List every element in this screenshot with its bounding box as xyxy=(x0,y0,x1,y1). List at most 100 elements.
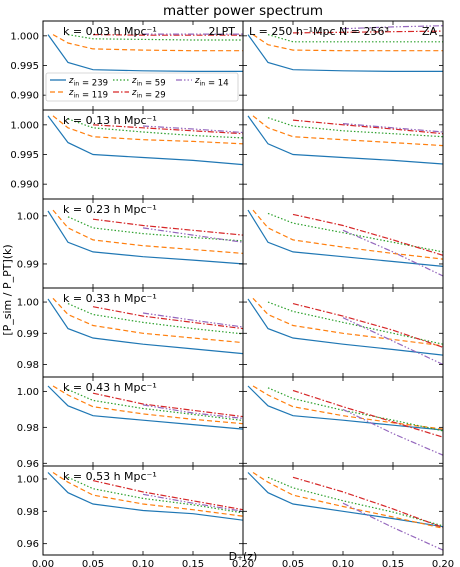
series-line-239 xyxy=(47,115,243,166)
panel-frame xyxy=(242,376,444,467)
chart-title: matter power spectrum xyxy=(163,3,323,19)
series-line-59 xyxy=(267,117,443,138)
series-line-29 xyxy=(92,306,243,330)
y-tick-label: 0.96 xyxy=(17,459,39,470)
series-line-239 xyxy=(247,115,443,165)
panel-za-row-4 xyxy=(242,287,444,378)
y-tick-label: 0.96 xyxy=(17,539,39,550)
x-axis-label: D₊(z) xyxy=(229,550,258,563)
panel-frame xyxy=(242,109,444,200)
y-tick-label: 0.995 xyxy=(10,61,39,72)
x-tick-label: 0.00 xyxy=(32,559,54,567)
x-tick-label: 0.05 xyxy=(82,559,104,567)
panel-za-row-2 xyxy=(242,109,444,200)
x-tick-label: 0.15 xyxy=(182,559,204,567)
series-line-59 xyxy=(67,118,243,139)
series-line-29 xyxy=(92,392,243,418)
series-line-14 xyxy=(342,229,443,277)
series-line-29 xyxy=(92,124,243,135)
panel-za-row-6: 0.05 0.10 0.15 0.20 xyxy=(242,465,454,567)
series-line-119 xyxy=(52,385,243,425)
x-tick-label: 0.15 xyxy=(382,559,404,567)
panel-za-row-1: L = 250 h⁻¹Mpc N = 256³ ZA xyxy=(242,20,444,111)
legend-label: zin = 119 xyxy=(68,88,108,101)
y-tick-label: 0.995 xyxy=(10,150,39,161)
y-tick-label: 0.98 xyxy=(17,507,39,518)
series-line-59 xyxy=(67,303,243,335)
x-tick-label: 0.10 xyxy=(132,559,154,567)
series-line-239 xyxy=(47,472,243,521)
panel-za-row-3 xyxy=(242,198,444,289)
x-tick-label: 0.05 xyxy=(282,559,304,567)
series-line-119 xyxy=(252,209,443,260)
series-line-14 xyxy=(342,25,443,30)
k-label: k = 0.03 h Mpc⁻¹ xyxy=(63,25,157,38)
column-label-za: ZA xyxy=(422,25,438,38)
series-line-119 xyxy=(252,385,443,430)
y-tick-label: 1.00 xyxy=(17,211,39,222)
x-tick-label: 0.10 xyxy=(332,559,354,567)
series-line-59 xyxy=(67,389,243,422)
series-line-119 xyxy=(52,297,243,344)
k-label: k = 0.43 h Mpc⁻¹ xyxy=(63,381,157,394)
series-line-14 xyxy=(342,123,443,133)
panel-frame xyxy=(242,198,444,289)
series-line-14 xyxy=(342,502,443,551)
series-line-29 xyxy=(92,480,243,511)
series-line-59 xyxy=(267,387,443,432)
series-line-29 xyxy=(92,34,243,36)
series-line-239 xyxy=(47,298,243,355)
y-tick-label: 0.990 xyxy=(10,180,39,191)
series-line-14 xyxy=(142,227,243,243)
legend-label: zin = 29 xyxy=(131,88,166,101)
series-line-29 xyxy=(292,303,443,348)
series-line-29 xyxy=(292,119,443,135)
series-line-239 xyxy=(47,385,243,430)
k-label: k = 0.33 h Mpc⁻¹ xyxy=(63,292,157,305)
y-tick-label: 0.99 xyxy=(17,259,39,270)
y-tick-label: 1.000 xyxy=(10,31,39,42)
series-line-239 xyxy=(47,210,243,265)
series-line-14 xyxy=(142,125,243,134)
panel-frame xyxy=(242,465,444,556)
series-line-119 xyxy=(52,34,243,52)
series-line-14 xyxy=(342,408,443,456)
y-tick-label: 1.00 xyxy=(17,474,39,485)
y-axis-label: [P_sim / P_PT](k) xyxy=(1,244,14,335)
series-line-119 xyxy=(252,34,443,52)
k-label: k = 0.53 h Mpc⁻¹ xyxy=(63,470,157,483)
series-line-59 xyxy=(267,301,443,345)
x-tick-label: 0.20 xyxy=(232,559,254,567)
y-tick-label: 1.00 xyxy=(17,387,39,398)
series-line-239 xyxy=(47,34,243,73)
series-line-119 xyxy=(52,209,243,254)
y-tick-label: 0.99 xyxy=(17,329,39,340)
series-line-119 xyxy=(52,115,243,145)
panel-frame xyxy=(242,287,444,378)
series-line-14 xyxy=(142,493,243,512)
legend-label: zin = 14 xyxy=(194,76,229,89)
series-line-239 xyxy=(247,34,443,73)
panel-2lpt-row-3: 0.99 1.00 k = 0.23 h Mpc⁻¹ xyxy=(17,198,244,289)
series-line-29 xyxy=(92,218,243,236)
series-line-14 xyxy=(342,317,443,366)
series-line-119 xyxy=(252,297,443,347)
panel-2lpt-row-4: 0.98 0.99 1.00 k = 0.33 h Mpc⁻¹ xyxy=(17,287,244,378)
series-line-119 xyxy=(252,115,443,147)
series-line-59 xyxy=(267,212,443,253)
series-line-239 xyxy=(247,385,443,431)
series-line-239 xyxy=(247,298,443,356)
series-line-59 xyxy=(67,216,243,242)
series-line-29 xyxy=(292,476,443,529)
panel-2lpt-row-2: 0.990 0.995 1.000 k = 0.13 h Mpc⁻¹ xyxy=(10,109,244,200)
k-label: k = 0.23 h Mpc⁻¹ xyxy=(63,203,157,216)
series-line-119 xyxy=(52,471,243,517)
series-line-59 xyxy=(67,476,243,514)
legend-label: zin = 239 xyxy=(68,76,108,89)
panel-2lpt-row-6: 0.96 0.98 1.00 0.00 0.05 0.10 0.15 0.20 k = 0.53… xyxy=(17,465,254,567)
k-label: k = 0.13 h Mpc⁻¹ xyxy=(63,114,157,127)
box-params-label: L = 250 h⁻¹Mpc N = 256³ xyxy=(249,25,389,38)
panel-2lpt-row-5: 0.96 0.98 1.00 k = 0.43 h Mpc⁻¹ xyxy=(17,376,244,470)
